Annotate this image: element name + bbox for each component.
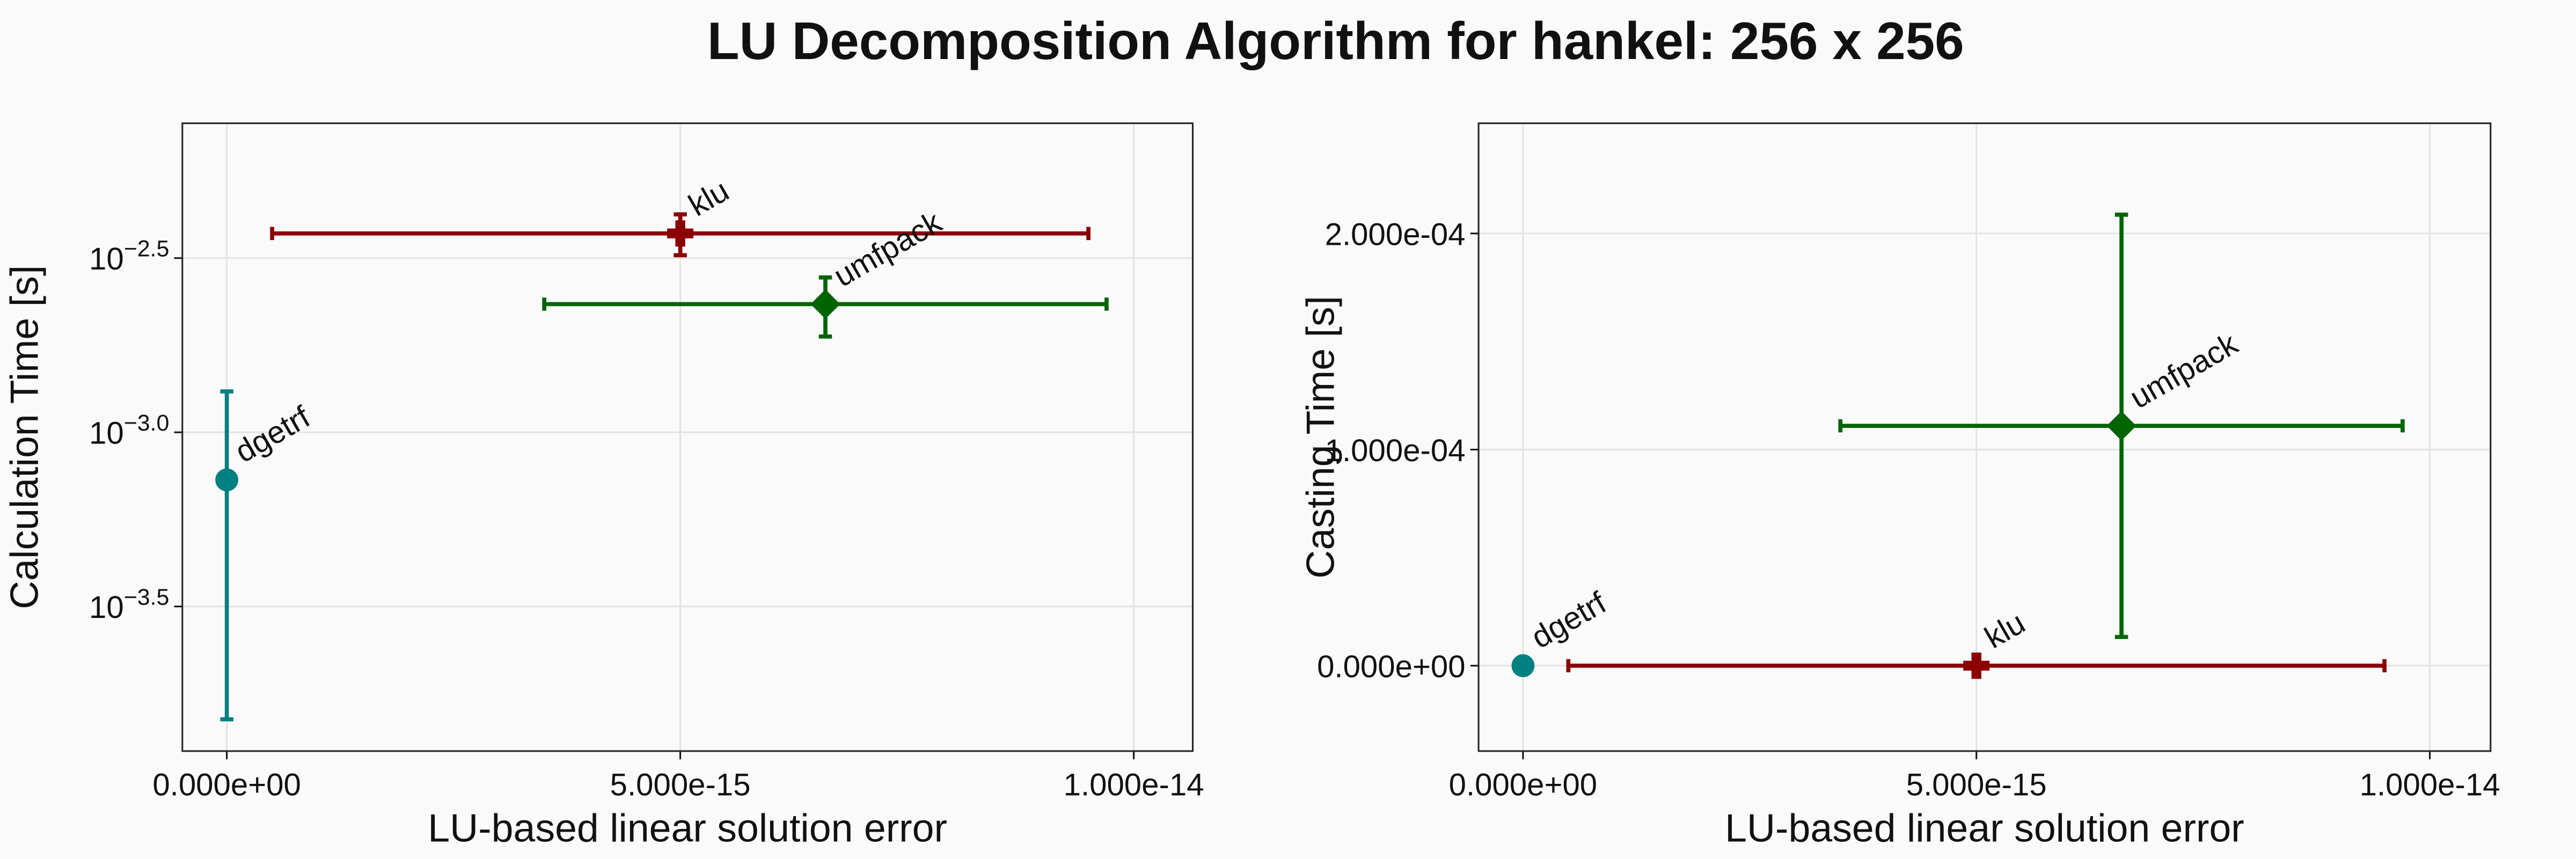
- y-tick-label: 10−2.5: [89, 236, 169, 276]
- y-tick-label: 10−3.0: [89, 410, 169, 450]
- x-tick-label: 5.000e-15: [610, 768, 751, 803]
- x-axis-label: LU-based linear solution error: [1725, 805, 2244, 850]
- x-axis-label: LU-based linear solution error: [428, 805, 947, 850]
- point-marker: [1511, 654, 1535, 678]
- x-tick-label: 0.000e+00: [152, 768, 301, 803]
- y-axis-label: Casting Time [s]: [1298, 296, 1343, 579]
- figure-title: LU Decomposition Algorithm for hankel: 2…: [707, 11, 1964, 70]
- plot-frame: [1477, 122, 2492, 752]
- plot-area: [182, 123, 1193, 751]
- x-tick-label: 1.000e-14: [2360, 768, 2500, 803]
- y-tick-label: 2.000e-04: [1325, 217, 1466, 252]
- x-tick-label: 0.000e+00: [1449, 768, 1598, 803]
- plot-area: [1479, 123, 2491, 751]
- point-marker: [667, 220, 694, 247]
- x-tick-label: 1.000e-14: [1064, 768, 1204, 803]
- point-marker: [1963, 652, 1990, 679]
- y-tick-label: 10−3.5: [89, 585, 169, 625]
- y-error-bar-line: [220, 389, 233, 722]
- y-tick-label: 0.000e+00: [1317, 649, 1466, 684]
- plot-frame: [181, 122, 1194, 752]
- point-marker: [215, 468, 239, 492]
- y-tick-label: 1.000e-04: [1325, 433, 1466, 468]
- point-marker: [810, 289, 840, 319]
- y-axis-label: Calculation Time [s]: [2, 265, 46, 609]
- x-tick-label: 5.000e-15: [1906, 768, 2047, 803]
- y-error-bar: [220, 389, 233, 722]
